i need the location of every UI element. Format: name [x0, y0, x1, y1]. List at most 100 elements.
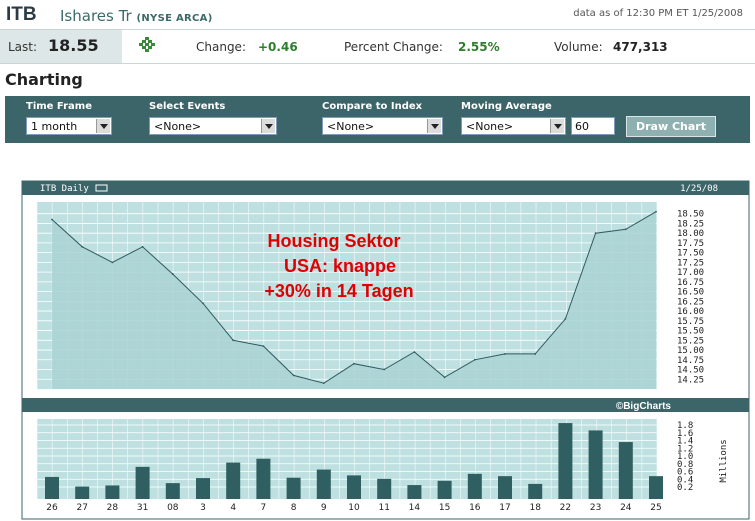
price-area — [52, 211, 656, 389]
chevron-down-icon — [261, 119, 275, 133]
chevron-down-icon — [550, 119, 564, 133]
compare-index-value: <None> — [327, 120, 375, 133]
volume-bar — [45, 476, 59, 499]
price-tick-label: 15.25 — [677, 336, 704, 346]
price-point — [353, 362, 355, 365]
price-tick-label: 15.50 — [677, 327, 704, 337]
price-point — [504, 353, 506, 355]
price-point — [655, 210, 657, 213]
draw-chart-button[interactable]: Draw Chart — [626, 116, 716, 137]
chevron-down-icon — [96, 119, 110, 133]
price-point — [383, 368, 386, 371]
volume-bars — [45, 423, 663, 499]
price-point — [171, 273, 174, 275]
chart-credit: ©BigCharts — [616, 401, 672, 412]
data-timestamp: data as of 12:30 PM ET 1/25/2008 — [573, 8, 743, 19]
x-tick-label: 18 — [529, 503, 541, 513]
price-tick-label: 18.25 — [677, 219, 704, 229]
x-tick-label: 22 — [560, 503, 571, 513]
company-name-text: Ishares Tr — [60, 7, 132, 25]
volume-bar — [135, 466, 150, 499]
volume-bar — [75, 486, 90, 499]
compare-index-select[interactable]: <None> — [322, 117, 443, 135]
volume-value: 477,313 — [613, 40, 668, 54]
price-tick-label: 17.00 — [677, 268, 704, 278]
price-tick-label: 17.75 — [677, 239, 704, 249]
volume-bar — [316, 469, 331, 499]
x-tick-label: 16 — [469, 503, 481, 513]
volume-bar — [377, 478, 392, 499]
price-tick-label: 15.75 — [677, 317, 704, 327]
chart-title-bar — [22, 181, 749, 195]
moving-average-select[interactable]: <None> — [461, 117, 566, 135]
x-tick-label: 3 — [200, 503, 206, 513]
charting-title: Charting — [5, 70, 83, 89]
x-tick-label: 10 — [348, 503, 360, 513]
select-events-select[interactable]: <None> — [149, 117, 277, 135]
price-point — [534, 353, 537, 355]
volume-tick-label: 1.4 — [677, 437, 693, 447]
price-tick-label: 16.75 — [677, 278, 704, 288]
x-tick-label: 7 — [261, 503, 267, 513]
volume-axis-labels: 1.81.61.41.21.00.80.60.40.2 — [677, 421, 693, 493]
volume-bar — [467, 473, 482, 499]
price-tick-label: 14.50 — [677, 366, 704, 376]
volume-bar — [407, 485, 422, 499]
price-point — [443, 376, 446, 379]
chart-date: 1/25/08 — [680, 184, 718, 194]
green-up-arrow-icon — [139, 37, 155, 52]
x-tick-label: 08 — [167, 503, 179, 513]
price-tick-label: 16.25 — [677, 297, 704, 307]
select-events-value: <None> — [154, 120, 202, 133]
x-tick-label: 17 — [499, 503, 510, 513]
price-point — [141, 245, 144, 248]
x-tick-label: 27 — [76, 503, 87, 513]
chevron-down-icon — [427, 119, 441, 133]
quote-header: ITB Ishares Tr (NYSE ARCA) data as of 12… — [0, 0, 755, 29]
price-tick-label: 14.25 — [677, 375, 704, 385]
volume-tick-label: 1.6 — [677, 429, 693, 439]
moving-average-label: Moving Average — [461, 101, 552, 112]
volume-bar — [105, 485, 120, 499]
x-tick-label: 8 — [291, 503, 297, 513]
x-tick-label: 24 — [620, 503, 632, 513]
quote-summary-row: Last: 18.55 Change: +0.46 Percent Change… — [0, 29, 755, 64]
annotation-line-2: USA: knappe — [284, 256, 396, 276]
chart-controls-bar: Time Frame 1 month Select Events <None> … — [5, 96, 750, 143]
price-tick-label: 14.75 — [677, 356, 704, 366]
volume-bar — [528, 483, 543, 499]
volume-tick-label: 1.0 — [677, 452, 693, 462]
volume-tick-label: 1.8 — [677, 421, 693, 431]
annotation-line-3: +30% in 14 Tagen — [264, 281, 413, 301]
change-value: +0.46 — [258, 40, 298, 54]
company-name[interactable]: Ishares Tr (NYSE ARCA) — [60, 7, 213, 25]
price-point — [594, 232, 597, 235]
volume-tick-label: 0.2 — [677, 483, 693, 493]
volume-bar — [256, 458, 271, 499]
volume-bar — [286, 477, 301, 499]
price-point — [232, 339, 235, 342]
volume-bar — [196, 478, 210, 499]
price-point — [81, 245, 84, 248]
price-tick-label: 18.00 — [677, 229, 704, 239]
stock-chart: ITB Daily 1/25/08 18.5018.2518.0017.7517… — [21, 180, 750, 520]
x-tick-label: 4 — [230, 503, 236, 513]
volume-bar — [558, 423, 573, 499]
price-point — [292, 374, 295, 377]
price-tick-label: 15.00 — [677, 346, 704, 356]
volume-bar — [165, 483, 180, 499]
moving-average-period-input[interactable]: 60 — [571, 117, 615, 135]
annotation-line-1: Housing Sektor — [267, 231, 400, 251]
ticker-symbol: ITB — [6, 4, 37, 25]
volume-bar — [347, 475, 361, 499]
volume-bar — [226, 462, 241, 499]
time-frame-select[interactable]: 1 month — [26, 117, 112, 135]
moving-average-value: <None> — [466, 120, 514, 133]
last-label: Last: — [8, 40, 38, 54]
x-tick-label: 14 — [409, 503, 421, 513]
price-point — [322, 382, 325, 385]
price-tick-label: 18.50 — [677, 210, 704, 220]
price-tick-label: 16.00 — [677, 307, 704, 317]
price-point — [473, 358, 476, 361]
price-tick-label: 17.25 — [677, 258, 704, 268]
